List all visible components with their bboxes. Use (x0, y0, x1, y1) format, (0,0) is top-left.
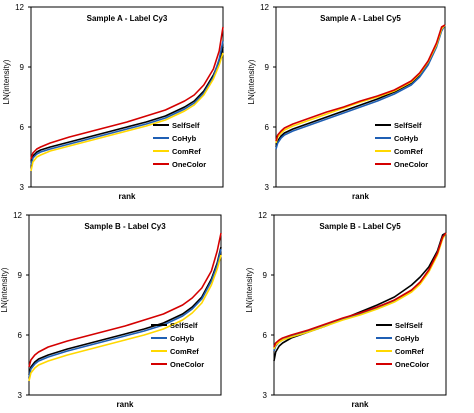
series-line-onecolor (273, 232, 447, 348)
legend-label-cohyb: CoHyb (172, 134, 197, 143)
chart-panel-1: 3 6 9 12 Sample A - Label Cy3 LN(intensity) ra… (2, 3, 224, 201)
y-axis-label: LN(intensity) (0, 267, 9, 312)
series-line-selfself (30, 46, 224, 162)
series-line-cohyb (275, 24, 446, 150)
series-line-cohyb (30, 40, 224, 166)
legend-label-onecolor: OneColor (394, 160, 428, 169)
y-tick-label: 6 (20, 123, 25, 132)
y-tick-label: 6 (263, 331, 268, 340)
y-axis-label: LN(intensity) (2, 59, 11, 104)
y-tick-label: 12 (260, 3, 269, 12)
series-line-onecolor (28, 232, 222, 368)
y-tick-label: 6 (265, 123, 270, 132)
plot-frame (28, 214, 222, 396)
legend: SelfSelf CoHyb ComRef OneColor (151, 321, 204, 369)
legend-label-onecolor: OneColor (395, 360, 429, 369)
chart-panel-4: 3 6 9 12 Sample B - Label Cy5 LN(intensity) ra… (245, 211, 447, 409)
plot-frame (275, 6, 446, 188)
chart-title: Sample A - Label Cy3 (87, 14, 168, 23)
y-tick-label: 9 (20, 63, 25, 72)
legend-label-comref: ComRef (395, 347, 424, 356)
legend-label-selfself: SelfSelf (395, 321, 423, 330)
y-tick-label: 3 (20, 183, 25, 192)
legend-label-comref: ComRef (172, 147, 201, 156)
legend-label-cohyb: CoHyb (170, 334, 195, 343)
chart-title: Sample B - Label Cy3 (84, 222, 166, 231)
series-line-onecolor (30, 26, 224, 160)
x-axis-label: rank (119, 192, 136, 201)
chart-panel-3: 3 6 9 12 Sample B - Label Cy3 LN(intensity) ra… (0, 211, 222, 409)
y-tick-label: 3 (18, 391, 23, 400)
chart-title: Sample A - Label Cy5 (320, 14, 401, 23)
y-tick-label: 9 (18, 271, 23, 280)
legend-label-comref: ComRef (170, 347, 199, 356)
series-line-comref (30, 52, 224, 172)
series-line-comref (28, 254, 222, 382)
legend-label-selfself: SelfSelf (394, 121, 422, 130)
plot-frame (273, 214, 447, 396)
y-tick-label: 3 (265, 183, 270, 192)
x-axis-label: rank (352, 400, 369, 409)
series-line-selfself (28, 246, 222, 376)
legend-label-comref: ComRef (394, 147, 423, 156)
legend: SelfSelf CoHyb ComRef OneColor (375, 121, 428, 169)
x-axis-label: rank (117, 400, 134, 409)
y-tick-label: 12 (15, 3, 24, 12)
legend-label-cohyb: CoHyb (394, 134, 419, 143)
legend: SelfSelf CoHyb ComRef OneColor (376, 321, 429, 369)
legend-label-selfself: SelfSelf (170, 321, 198, 330)
series-line-cohyb (28, 248, 222, 378)
y-tick-label: 3 (263, 391, 268, 400)
y-axis-label: LN(intensity) (245, 267, 254, 312)
y-tick-label: 9 (265, 63, 270, 72)
series-line-selfself (273, 232, 447, 362)
series-line-onecolor (275, 24, 446, 142)
chart-title: Sample B - Label Cy5 (319, 222, 401, 231)
y-tick-label: 9 (263, 271, 268, 280)
chart-panel-2: 3 6 9 12 Sample A - Label Cy5 LN(intensity) ra… (247, 3, 446, 201)
legend-label-cohyb: CoHyb (395, 334, 420, 343)
y-tick-label: 12 (258, 211, 267, 220)
legend: SelfSelf CoHyb ComRef OneColor (153, 121, 206, 169)
legend-label-selfself: SelfSelf (172, 121, 200, 130)
x-axis-label: rank (352, 192, 369, 201)
y-axis-label: LN(intensity) (247, 59, 256, 104)
legend-label-onecolor: OneColor (172, 160, 206, 169)
y-tick-label: 6 (18, 331, 23, 340)
series-line-comref (273, 232, 447, 350)
y-tick-label: 12 (13, 211, 22, 220)
legend-label-onecolor: OneColor (170, 360, 204, 369)
